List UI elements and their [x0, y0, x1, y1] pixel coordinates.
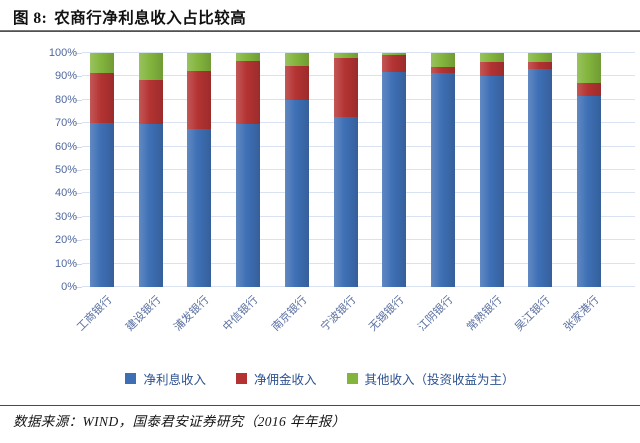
stacked-bar	[479, 53, 504, 287]
bar-segment	[138, 124, 163, 287]
y-axis-tick-label: 20%	[54, 234, 77, 247]
legend-label: 净利息收入	[143, 373, 206, 387]
bar-segment	[90, 53, 114, 73]
y-axis-tick-label: 40%	[54, 187, 77, 200]
bar-segment	[430, 72, 455, 287]
bar-segment	[430, 53, 455, 68]
gridline	[82, 98, 635, 100]
chart-legend: 净利息收入 净佣金收入 其他收入（投资收益为主）	[0, 369, 640, 388]
gridline	[82, 262, 635, 264]
legend-item: 净利息收入	[125, 369, 206, 388]
gridline	[82, 169, 635, 170]
bar-segment	[138, 79, 163, 125]
y-axis-tick-label: 50%	[54, 164, 77, 176]
y-axis-tick	[75, 170, 82, 171]
bar-segment	[333, 117, 358, 287]
bar-segment	[577, 96, 601, 287]
bar-segment	[577, 53, 601, 84]
y-axis-tick-label: 0%	[61, 281, 77, 293]
y-axis-tick	[75, 123, 82, 125]
bar-segment	[333, 57, 358, 118]
stacked-bar	[187, 53, 212, 287]
bar-segment	[382, 55, 407, 72]
legend-item: 其他收入（投资收益为主）	[346, 369, 515, 388]
stacked-bar-chart: 净利息收入 净佣金收入 其他收入（投资收益为主） 0% 10% 20% 30% 40% 50%…	[0, 40, 640, 395]
legend-label: 其他收入（投资收益为主）	[364, 373, 515, 387]
gridline	[82, 52, 635, 53]
data-source-note: 数据来源：WIND，国泰君安证券研究（2016 年年报）	[13, 414, 346, 429]
legend-marker	[125, 373, 137, 384]
y-axis-tick	[75, 263, 82, 265]
stacked-bar	[382, 53, 407, 287]
stacked-bar	[577, 53, 601, 287]
gridline	[82, 239, 635, 241]
y-axis-tick	[75, 99, 82, 101]
stacked-bar	[236, 53, 261, 287]
stacked-bar	[284, 53, 309, 287]
legend-label: 净佣金收入	[253, 373, 317, 387]
gridline	[82, 75, 635, 77]
y-axis-tick	[75, 53, 82, 54]
y-axis-tick-label: 90%	[54, 70, 77, 83]
bar-segment	[90, 123, 114, 287]
header-divider	[0, 30, 640, 32]
bar-segment	[333, 53, 358, 58]
y-axis-tick	[75, 146, 82, 148]
y-axis-tick	[75, 216, 82, 218]
bar-segment	[90, 72, 114, 124]
figure-header: 图 8: 农商行净利息收入占比较高	[13, 6, 246, 28]
y-axis-tick-label: 30%	[54, 210, 77, 223]
legend-marker	[346, 373, 358, 384]
bar-segment	[430, 67, 455, 73]
y-axis-tick	[75, 287, 82, 288]
stacked-bar	[138, 53, 163, 287]
bar-segment	[284, 99, 309, 287]
gridline	[82, 122, 635, 124]
bar-segment	[479, 53, 504, 63]
y-axis-tick-label: 100%	[48, 47, 77, 59]
bar-segment	[284, 65, 309, 100]
bar-segment	[479, 62, 504, 77]
bar-segment	[187, 129, 212, 287]
bar-segment	[187, 70, 212, 130]
bar-segment	[528, 53, 553, 63]
figure-label: 图 8:	[13, 10, 48, 27]
bar-segment	[528, 62, 553, 70]
legend-marker	[235, 373, 247, 384]
stacked-bar	[90, 53, 114, 287]
stacked-bar	[430, 53, 455, 287]
bar-segment	[236, 53, 261, 62]
stacked-bar	[333, 53, 358, 287]
bar-segment	[236, 124, 261, 287]
gridline	[82, 192, 635, 194]
bar-segment	[528, 69, 553, 287]
bar-segment	[187, 53, 212, 71]
bar-segment	[479, 76, 504, 287]
gridline	[82, 215, 635, 217]
gridline	[82, 145, 635, 147]
bar-segment	[382, 53, 407, 56]
stacked-bar	[528, 53, 553, 287]
figure-title: 农商行净利息收入占比较高	[54, 10, 247, 27]
bar-segment	[236, 61, 261, 125]
bar-segment	[284, 53, 309, 66]
plot-area	[82, 52, 635, 287]
y-axis-tick	[75, 193, 82, 195]
y-axis-tick	[75, 76, 82, 78]
legend-item: 净佣金收入	[235, 369, 317, 388]
bar-segment	[577, 83, 601, 97]
y-axis-tick-label: 80%	[54, 93, 77, 106]
bar-segment	[382, 71, 407, 287]
gridline	[82, 286, 635, 287]
y-axis-tick-label: 10%	[54, 257, 77, 270]
footer-divider	[0, 405, 640, 406]
y-axis-tick-label: 60%	[54, 140, 77, 153]
bar-segment	[138, 53, 163, 80]
y-axis-tick-label: 70%	[54, 117, 77, 130]
y-axis-tick	[75, 240, 82, 242]
